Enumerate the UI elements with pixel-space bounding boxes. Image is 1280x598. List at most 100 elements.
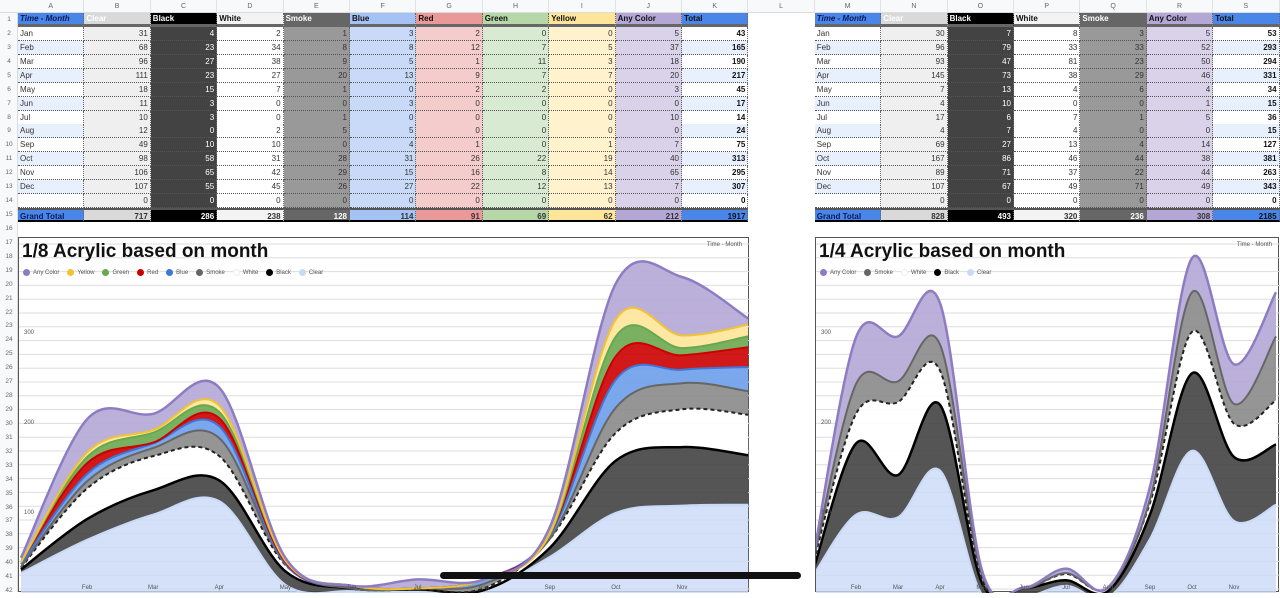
table-cell[interactable]: 107 — [881, 180, 948, 195]
table-cell[interactable]: 0 — [482, 26, 550, 41]
header-any-color[interactable]: Any Color — [1146, 13, 1214, 27]
table-cell[interactable]: 1 — [1146, 96, 1214, 111]
table-cell[interactable]: 14 — [1146, 138, 1214, 153]
table-cell[interactable]: 217 — [682, 68, 749, 83]
table-cell[interactable]: 28 — [283, 152, 350, 167]
table-cell[interactable]: 0 — [615, 96, 682, 111]
row-number[interactable]: 9 — [7, 127, 11, 135]
header-black[interactable]: Black — [947, 13, 1014, 27]
table-cell[interactable]: 0 — [482, 138, 550, 153]
table-cell[interactable]: 0 — [1080, 124, 1147, 139]
row-number[interactable]: 24 — [5, 336, 13, 344]
table-cell[interactable]: 12 — [482, 180, 550, 195]
header-green[interactable]: Green — [482, 13, 550, 27]
grand-total-cell[interactable]: 114 — [350, 208, 417, 223]
table-cell[interactable]: 1 — [283, 110, 350, 125]
row-number[interactable]: 29 — [5, 406, 13, 414]
table-cell[interactable]: 17 — [881, 110, 948, 125]
table-cell[interactable]: 5 — [283, 124, 350, 139]
table-cell[interactable]: 7 — [947, 26, 1014, 41]
grand-total-cell[interactable]: 62 — [549, 208, 616, 223]
table-cell[interactable]: 4 — [881, 124, 948, 139]
grand-total-cell[interactable]: 69 — [482, 208, 550, 223]
row-number[interactable]: 40 — [5, 559, 13, 567]
table-cell[interactable]: 4 — [1014, 124, 1081, 139]
table-cell[interactable]: 93 — [881, 54, 948, 69]
month-label[interactable]: Dec — [814, 180, 882, 195]
table-cell[interactable]: 26 — [283, 180, 350, 195]
row-number[interactable]: 35 — [5, 489, 13, 497]
table-cell[interactable]: 127 — [1213, 138, 1280, 153]
area-yellow[interactable] — [21, 307, 749, 590]
header-smoke[interactable]: Smoke — [1080, 13, 1147, 27]
table-cell[interactable]: 0 — [1146, 124, 1214, 139]
month-label[interactable]: Aug — [18, 124, 85, 139]
table-cell[interactable]: 5 — [1146, 110, 1214, 125]
table-cell[interactable]: 15 — [1213, 96, 1280, 111]
table-cell[interactable]: 4 — [881, 96, 948, 111]
table-cell[interactable]: 44 — [1146, 166, 1214, 181]
table-cell[interactable]: 0 — [283, 96, 350, 111]
row-number[interactable]: 39 — [5, 545, 13, 553]
table-cell[interactable]: 5 — [350, 124, 417, 139]
row-number[interactable]: 12 — [5, 169, 13, 177]
header-time---month[interactable]: Time - Month — [814, 13, 882, 27]
row-number[interactable]: 10 — [5, 141, 13, 149]
chart-1-8-acrylic[interactable]: 100 200 300 Feb Mar Apr May Jun Jul Aug Sep Oct Nov … — [18, 237, 750, 593]
table-cell[interactable]: 0 — [1014, 194, 1081, 209]
table-cell[interactable]: 7 — [615, 180, 682, 195]
table-cell[interactable]: 16 — [416, 166, 483, 181]
grand-total-cell[interactable]: 286 — [150, 208, 218, 223]
table-cell[interactable]: 19 — [549, 152, 616, 167]
table-cell[interactable]: 0 — [1014, 96, 1081, 111]
table-cell[interactable]: 22 — [416, 180, 483, 195]
table-cell[interactable]: 3 — [150, 96, 218, 111]
row-number[interactable]: 4 — [7, 57, 11, 65]
column-header-J[interactable]: J — [616, 0, 682, 13]
month-label[interactable]: Mar — [18, 54, 85, 69]
header-yellow[interactable]: Yellow — [549, 13, 616, 27]
table-cell[interactable]: 12 — [416, 40, 483, 55]
month-label[interactable]: Oct — [814, 152, 882, 167]
table-cell[interactable]: 33 — [1014, 40, 1081, 55]
table-cell[interactable]: 12 — [84, 124, 151, 139]
row-number[interactable]: 30 — [5, 419, 13, 427]
table-cell[interactable]: 3 — [1080, 26, 1147, 41]
table-cell[interactable]: 27 — [150, 54, 218, 69]
table-cell[interactable]: 1 — [283, 26, 350, 41]
row-number[interactable]: 16 — [5, 224, 13, 232]
column-header-O[interactable]: O — [948, 0, 1014, 13]
month-label[interactable]: Oct — [18, 152, 85, 167]
table-cell[interactable]: 307 — [682, 180, 749, 195]
table-cell[interactable]: 1 — [416, 138, 483, 153]
table-cell[interactable]: 7 — [881, 82, 948, 97]
chart-1-4-acrylic[interactable]: 100 200 300 Feb Mar Apr May Jun Jul Aug Sep Oct Nov … — [815, 237, 1280, 593]
table-cell[interactable]: 49 — [84, 138, 151, 153]
table-cell[interactable]: 331 — [1213, 68, 1280, 83]
table-cell[interactable]: 0 — [217, 194, 284, 209]
month-label[interactable]: Aug — [814, 124, 882, 139]
month-label[interactable]: Jul — [18, 110, 85, 125]
header-time---month[interactable]: Time - Month — [18, 13, 85, 27]
area-black[interactable] — [21, 447, 749, 593]
column-header-D[interactable]: D — [217, 0, 284, 13]
row-number[interactable]: 34 — [5, 475, 13, 483]
row-number[interactable]: 28 — [5, 392, 13, 400]
table-cell[interactable]: 0 — [416, 124, 483, 139]
column-header-L[interactable]: L — [748, 0, 815, 13]
table-cell[interactable]: 8 — [482, 166, 550, 181]
table-cell[interactable]: 4 — [1080, 138, 1147, 153]
legend-item[interactable]: Yellow — [67, 269, 94, 276]
table-cell[interactable]: 17 — [682, 96, 749, 111]
table-cell[interactable]: 13 — [1014, 138, 1081, 153]
table-cell[interactable]: 2 — [416, 26, 483, 41]
row-number[interactable]: 18 — [5, 252, 13, 260]
table-cell[interactable]: 0 — [615, 194, 682, 209]
table-cell[interactable]: 0 — [947, 194, 1014, 209]
table-cell[interactable]: 145 — [881, 68, 948, 83]
month-label[interactable]: Nov — [18, 166, 85, 181]
table-cell[interactable]: 4 — [1146, 82, 1214, 97]
table-cell[interactable]: 50 — [1146, 54, 1214, 69]
table-cell[interactable]: 8 — [283, 40, 350, 55]
column-header-F[interactable]: F — [350, 0, 417, 13]
